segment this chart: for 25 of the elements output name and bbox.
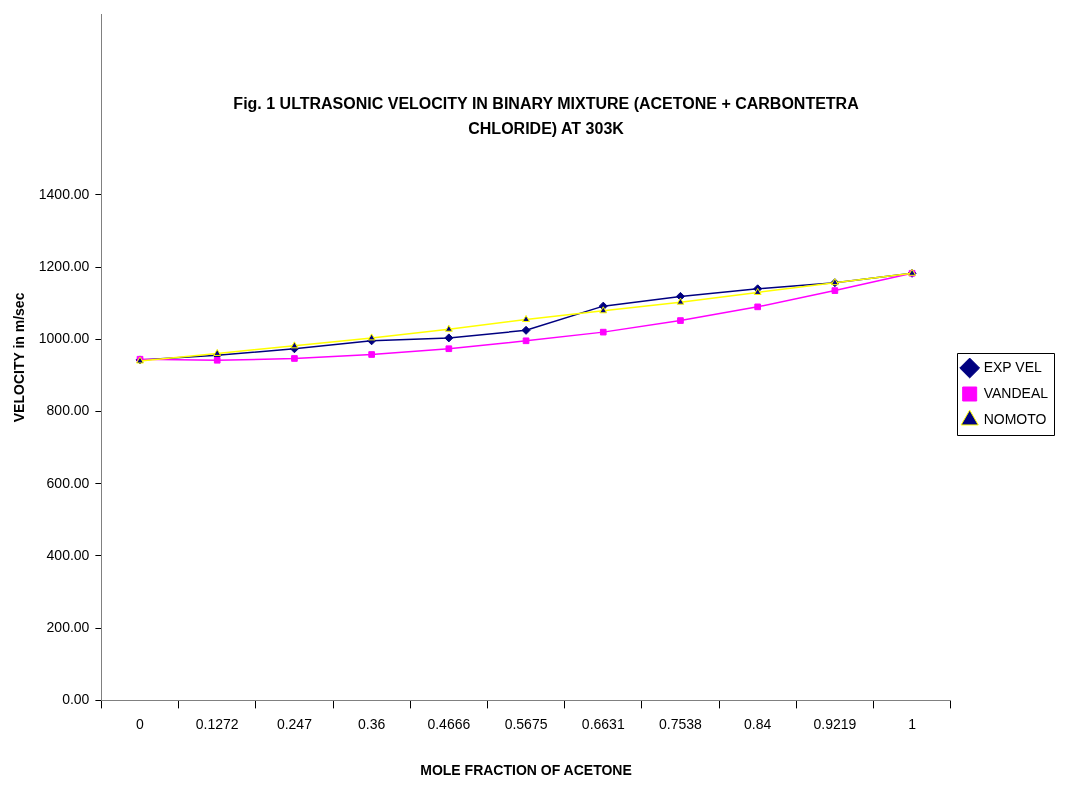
y-tick-label: 0.00	[62, 691, 90, 708]
y-tick-label: 400.00	[46, 546, 90, 563]
legend-label: VANDEAL	[983, 384, 1049, 401]
x-tick-label: 0.4666	[427, 715, 471, 732]
y-tick-label: 200.00	[46, 619, 90, 636]
x-tick-label: 0.36	[358, 715, 386, 732]
y-axis-title: VELOCITY in m/sec	[11, 292, 28, 423]
x-axis-title: MOLE FRACTION OF ACETONE	[420, 762, 632, 779]
x-tick-label: 0.6631	[581, 715, 625, 732]
x-tick-label: 0.247	[276, 715, 313, 732]
x-tick-label: 0.9219	[813, 715, 857, 732]
x-tick-label: 0.84	[744, 715, 772, 732]
x-tick-label: 0.1272	[195, 715, 239, 732]
y-tick-label: 1400.00	[38, 185, 90, 202]
x-tick-label: 0.5675	[504, 715, 548, 732]
x-tick-label: 0	[136, 715, 145, 732]
x-tick-label: 1	[908, 715, 917, 732]
legend-label: EXP VEL	[983, 358, 1043, 375]
y-tick-label: 1000.00	[38, 330, 90, 347]
x-tick-label: 0.7538	[659, 715, 703, 732]
y-tick-label: 800.00	[46, 402, 90, 419]
y-tick-label: 600.00	[46, 474, 90, 491]
text: Fig. 1 ULTRASONIC VELOCITY IN BINARY MIXTURE (ACETONE + CARBONTETRA CHLORIDE) AT 303K	[233, 95, 860, 138]
y-tick-label: 1200.00	[38, 258, 90, 274]
legend-label: NOMOTO	[983, 410, 1047, 427]
